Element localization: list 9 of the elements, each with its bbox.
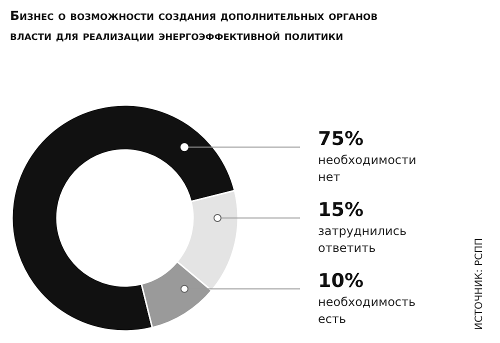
data-label: 75%: [318, 128, 364, 150]
slice-label: необходимость есть: [318, 294, 416, 326]
data-label: 15%: [318, 199, 364, 221]
slice-label: затруднились ответить: [318, 224, 407, 255]
text: ИСТОЧНИК: РСПП: [474, 238, 485, 330]
data-label: 10%: [318, 270, 364, 292]
chart-title: Бизнес о возможности создания дополнительных органов власти для реализации энергоэффективной политики: [10, 8, 378, 43]
donut-slice: [11, 104, 236, 332]
slice-label: необходимости нет: [318, 153, 416, 184]
